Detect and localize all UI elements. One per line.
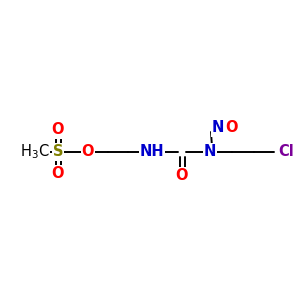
Text: O: O [82, 145, 94, 160]
Text: H$_3$C: H$_3$C [20, 143, 50, 161]
Text: O: O [176, 169, 188, 184]
Text: Cl: Cl [278, 145, 294, 160]
Text: N: N [212, 121, 224, 136]
Text: N: N [204, 145, 216, 160]
Text: S: S [53, 145, 63, 160]
Text: NH: NH [140, 145, 164, 160]
Text: O: O [226, 121, 238, 136]
Text: O: O [52, 122, 64, 137]
Text: O: O [52, 167, 64, 182]
